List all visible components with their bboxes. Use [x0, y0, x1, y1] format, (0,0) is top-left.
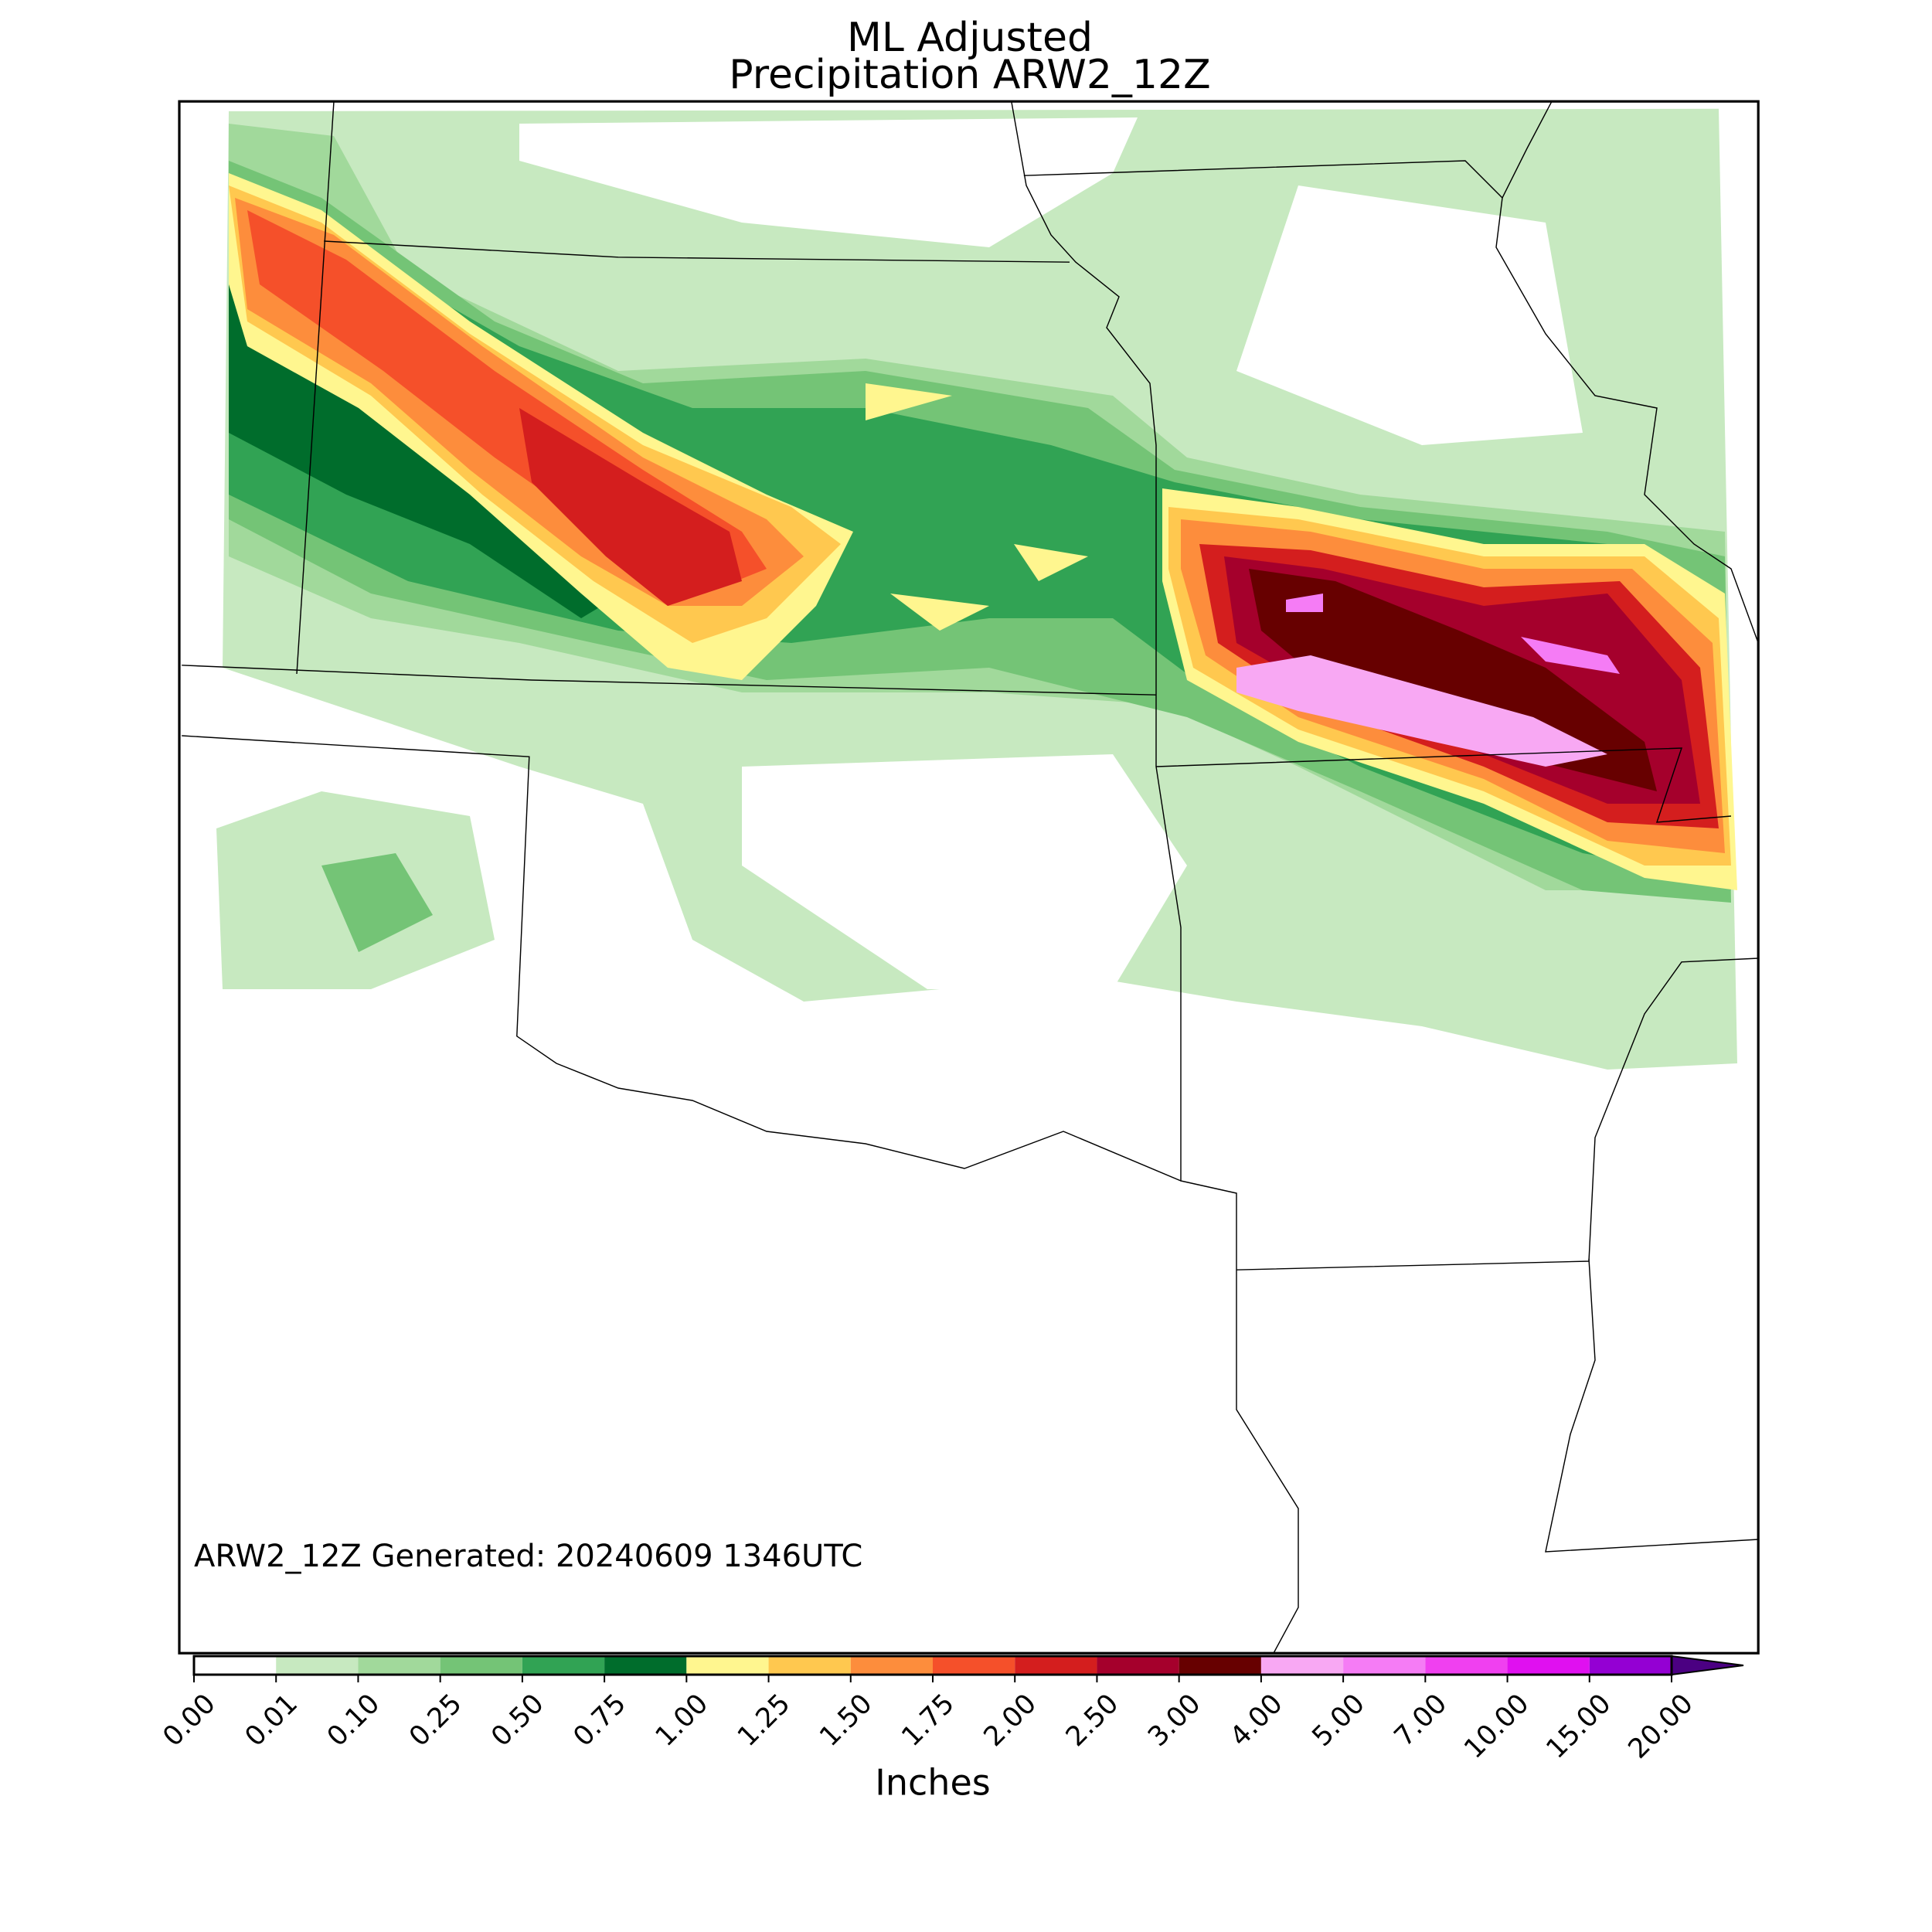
colorbar-segment — [1015, 1656, 1097, 1675]
colorbar-segment — [276, 1656, 359, 1675]
colorbar-segment — [1260, 1656, 1344, 1675]
title-line: ML Adjusted — [847, 15, 1093, 61]
precip-field — [216, 108, 1737, 1070]
colorbar-segment — [358, 1656, 440, 1675]
colorbar-tick-label: 0.50 — [485, 1689, 549, 1753]
colorbar-segment — [1425, 1656, 1508, 1675]
colorbar-tick-label: 4.00 — [1224, 1689, 1288, 1753]
colorbar-extension — [1671, 1655, 1744, 1676]
colorbar-segment — [686, 1656, 769, 1675]
state-borders — [182, 101, 1759, 1654]
colorbar-segment — [768, 1656, 851, 1675]
colorbar-tick-label: 1.75 — [896, 1689, 961, 1753]
colorbar-tick-label: 2.00 — [978, 1689, 1043, 1753]
colorbar-segment — [522, 1656, 605, 1675]
colorbar-segment — [1589, 1656, 1672, 1675]
colorbar-tick-label: 20.00 — [1623, 1689, 1699, 1765]
colorbar-segment — [933, 1656, 1015, 1675]
colorbar-segment — [440, 1656, 522, 1675]
colorbar-tick-label: 15.00 — [1541, 1689, 1617, 1765]
colorbar-tick-label: 1.25 — [732, 1689, 796, 1753]
colorbar-segment — [1343, 1656, 1426, 1675]
colorbar-tick-label: 0.10 — [321, 1689, 386, 1753]
title-line: Precipitation ARW2_12Z — [729, 52, 1210, 98]
colorbar-segment — [1179, 1656, 1261, 1675]
colorbar-label: Inches — [875, 1762, 990, 1804]
colorbar-segment — [1507, 1656, 1590, 1675]
colorbar-tick-label: 3.00 — [1142, 1689, 1206, 1753]
colorbar-tick-label: 5.00 — [1307, 1689, 1371, 1753]
colorbar-tick-label: 0.25 — [403, 1689, 468, 1753]
colorbar: 0.00 0.01 0.10 0.25 0.50 0.75 1.00 1.25 1.50 1.75… — [158, 1655, 1744, 1765]
colorbar-tick-label: 0.01 — [240, 1689, 304, 1753]
colorbar-segment — [604, 1656, 687, 1675]
annotation: ARW2_12Z Generated: 20240609 1346UTC — [194, 1539, 862, 1574]
colorbar-segment — [194, 1656, 277, 1675]
colorbar-tick-label: 2.50 — [1060, 1689, 1124, 1753]
colorbar-tick-label: 10.00 — [1458, 1689, 1535, 1765]
map-frame — [178, 100, 1760, 1655]
colorbar-segment — [1097, 1656, 1179, 1675]
colorbar-tick-label: 0.75 — [568, 1689, 632, 1753]
colorbar-tick-label: 1.00 — [650, 1689, 714, 1753]
map — [178, 100, 1760, 1655]
colorbar-tick-label: 0.00 — [158, 1689, 222, 1753]
colorbar-segment — [850, 1656, 933, 1675]
colorbar-tick-label: 1.50 — [814, 1689, 878, 1753]
colorbar-tick-label: 7.00 — [1389, 1689, 1453, 1753]
